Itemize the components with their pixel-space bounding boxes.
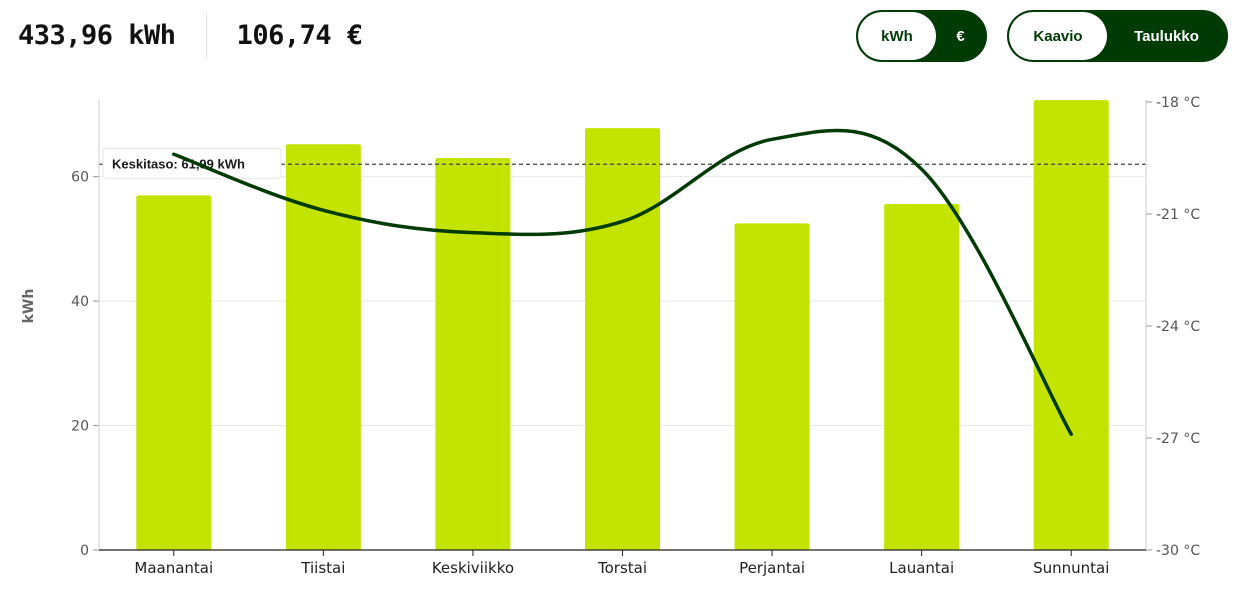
- energy-total: 433,96 kWh: [18, 19, 176, 51]
- bar-keskiviikko: [435, 158, 511, 550]
- bar-torstai: [585, 128, 660, 550]
- y2-tick-label: -21 °C: [1156, 207, 1200, 223]
- x-tick-label: Torstai: [597, 559, 647, 577]
- view-option-chart[interactable]: Kaavio: [1009, 12, 1107, 60]
- y2-tick-label: -18 °C: [1156, 95, 1200, 111]
- unit-option-kwh[interactable]: kWh: [858, 12, 936, 60]
- y-tick-label: 60: [71, 170, 89, 186]
- summary-bar: 433,96 kWh 106,74 €: [18, 12, 364, 58]
- y-tick-label: 20: [71, 419, 89, 435]
- view-toggle: Kaavio Taulukko: [1007, 10, 1228, 62]
- y-axis-label: kWh: [21, 289, 37, 324]
- x-tick-label: Sunnuntai: [1033, 559, 1109, 577]
- view-option-table[interactable]: Taulukko: [1134, 27, 1199, 45]
- y-tick-label: 40: [71, 294, 89, 310]
- temperature-line: [172, 128, 1073, 437]
- x-tick-label: Maanantai: [134, 559, 213, 577]
- y2-tick-label: -24 °C: [1156, 319, 1200, 335]
- cost-total: 106,74 €: [236, 19, 364, 51]
- bar-maanantai: [136, 195, 212, 551]
- y2-tick-label: -27 °C: [1156, 431, 1200, 447]
- axes: 0 20 40 60 -18 °C -21 °C -24 °C -27 °C -30 °C Maa…: [71, 95, 1200, 577]
- x-tick-label: Perjantai: [739, 559, 805, 577]
- unit-toggle: kWh €: [856, 10, 987, 62]
- bar-tiistai: [285, 144, 361, 551]
- x-tick-label: Keskiviikko: [432, 559, 514, 577]
- average-label: Keskitaso: 61,99 kWh: [112, 156, 245, 171]
- y-tick-label: 0: [80, 543, 89, 559]
- x-tick-label: Tiistai: [300, 559, 345, 577]
- x-tick-label: Lauantai: [889, 559, 954, 577]
- bars: [136, 100, 1109, 551]
- bar-sunnuntai: [1033, 100, 1109, 550]
- bar-perjantai: [734, 223, 810, 551]
- bar-lauantai: [884, 204, 960, 551]
- y2-tick-label: -30 °C: [1156, 543, 1200, 559]
- unit-option-euro[interactable]: €: [956, 27, 965, 45]
- summary-divider: [205, 12, 207, 58]
- temperature-line-group: [172, 128, 1073, 437]
